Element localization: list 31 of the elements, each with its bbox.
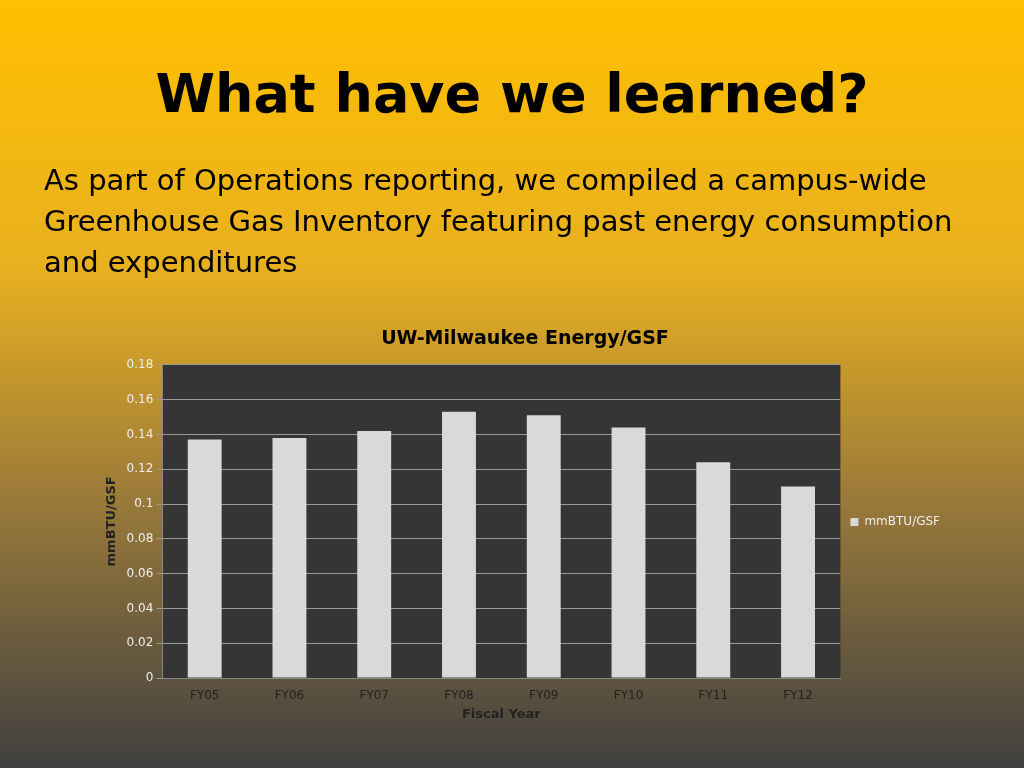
y-tick-label: 0.12	[126, 461, 154, 476]
bar	[611, 427, 646, 678]
y-tick-label: 0.14	[126, 426, 154, 441]
x-tick-label: FY07	[359, 688, 389, 703]
y-axis-title: mmBTU/GSF	[103, 476, 119, 567]
bar	[781, 486, 815, 678]
x-tick-label: FY06	[274, 688, 305, 703]
bar	[357, 430, 392, 678]
x-tick-label: FY12	[783, 688, 813, 703]
y-tick-label: 0.16	[126, 391, 154, 406]
x-tick-label: FY09	[528, 688, 559, 703]
x-tick-label: FY10	[613, 688, 644, 703]
y-tick-label: 0.1	[134, 496, 154, 511]
y-tick-label: 0.04	[126, 600, 154, 615]
chart-title: What have we learned?	[154, 62, 870, 125]
bar	[696, 462, 731, 678]
legend-label: mmBTU/GSF	[864, 514, 941, 529]
x-tick-label: FY08	[444, 688, 474, 703]
y-tick-label: 0.08	[126, 530, 154, 545]
y-tick-label: 0.06	[126, 565, 154, 580]
y-tick-label: 0.18	[126, 356, 154, 371]
x-tick-label: FY05	[189, 688, 220, 703]
x-tick-label: FY11	[698, 688, 729, 703]
bar	[442, 411, 476, 678]
y-tick-label: 0.02	[126, 635, 154, 650]
bar	[272, 437, 307, 678]
bar	[526, 415, 561, 678]
chart-subtitle: As part of Operations reporting, we compiled a campus-wide Greenhouse Gas Inventory featuring past energy consumption and expenditures	[44, 162, 954, 281]
text: UW-Milwaukee Energy/GSF	[381, 326, 669, 349]
bar	[187, 439, 222, 678]
y-tick-label: 0	[145, 670, 154, 685]
